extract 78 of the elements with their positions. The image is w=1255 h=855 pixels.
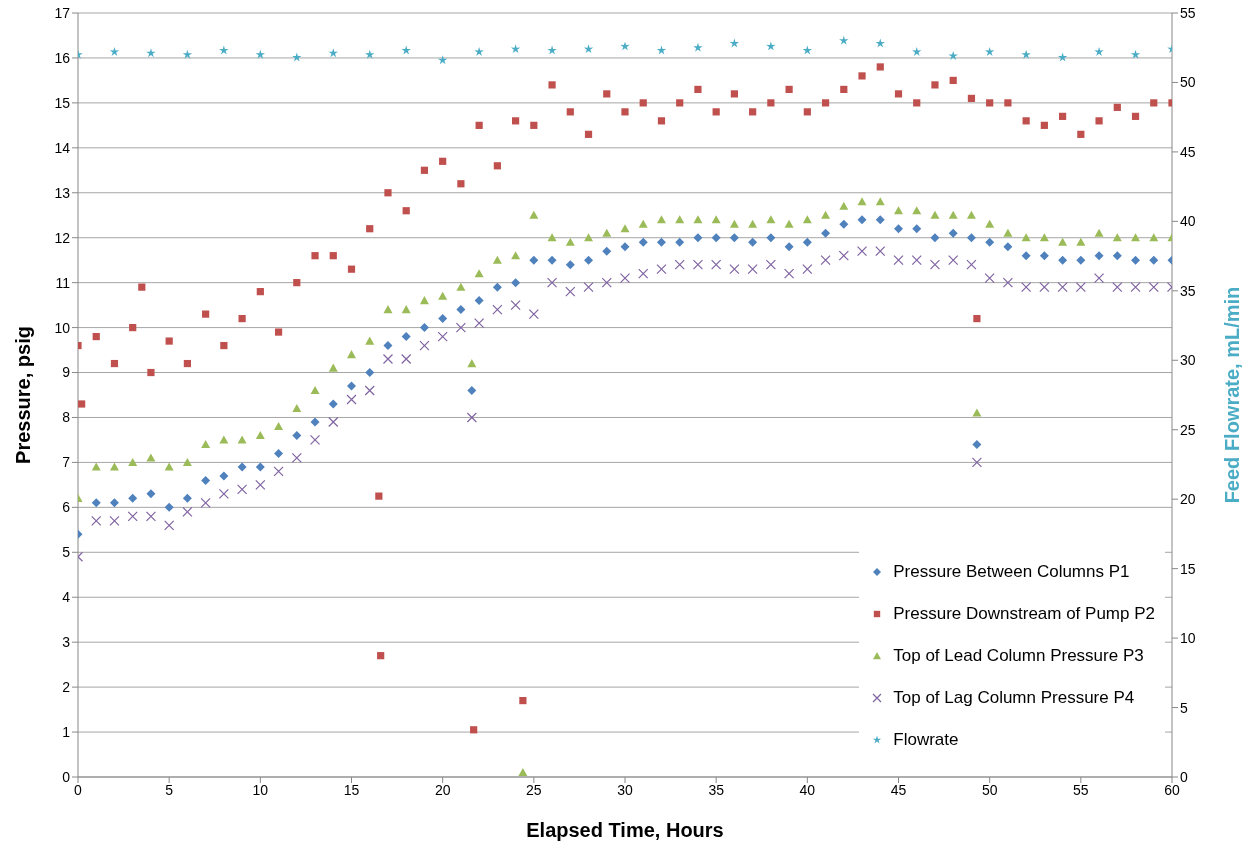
x-tick-label: 60 [1164, 781, 1180, 798]
point [1057, 52, 1068, 62]
y-tick-label: 2 [62, 679, 71, 696]
y2-tick-label: 45 [1180, 143, 1196, 160]
legend-label: Pressure Downstream of Pump P2 [893, 604, 1155, 624]
point [875, 38, 885, 48]
point [1094, 46, 1104, 56]
x-tick-label: 10 [252, 781, 269, 798]
point [1130, 49, 1141, 59]
y-tick-label: 8 [62, 409, 71, 426]
y2-tick-label: 50 [1180, 74, 1196, 91]
point [437, 55, 448, 65]
point [620, 41, 630, 51]
y-tick-label: 7 [62, 454, 71, 471]
y2-tick-label: 15 [1180, 560, 1196, 577]
x-tick-label: 35 [708, 781, 725, 798]
x-tick-label: 30 [617, 781, 633, 798]
x-tick-label: 20 [434, 781, 451, 798]
point [729, 38, 740, 48]
y-tick-label: 1 [62, 724, 71, 741]
point [693, 42, 703, 52]
y-tick-label: 4 [62, 589, 71, 606]
y-tick-label: 3 [62, 634, 71, 651]
y-tick-label: 17 [54, 4, 71, 21]
y-tick-label: 5 [62, 544, 71, 561]
y-tick-label: 6 [62, 499, 71, 516]
y2-tick-label: 30 [1180, 352, 1196, 369]
point [948, 51, 958, 61]
x-tick-label: 55 [1073, 781, 1089, 798]
y-tick-label: 0 [62, 768, 71, 785]
y-tick-label: 10 [54, 319, 71, 336]
y2-tick-label: 0 [1180, 768, 1188, 785]
y-tick-label: 13 [54, 184, 71, 201]
y2-tick-label: 55 [1180, 4, 1196, 21]
point [182, 49, 193, 59]
point [255, 49, 266, 59]
y2-tick-label: 10 [1180, 630, 1196, 647]
y-tick-label: 12 [54, 229, 71, 246]
y2-tick-label: 35 [1180, 282, 1196, 299]
point [839, 35, 849, 45]
point [802, 45, 813, 55]
x-tick-label: 45 [890, 781, 907, 798]
point [292, 52, 302, 62]
x-tick-label: 40 [799, 781, 816, 798]
point [984, 46, 995, 56]
legend-label: Top of Lag Column Pressure P4 [893, 688, 1135, 708]
legend-label: Top of Lead Column Pressure P3 [893, 646, 1144, 666]
point [510, 44, 521, 54]
y-tick-label: 14 [54, 139, 71, 156]
x-tick-label: 50 [981, 781, 998, 798]
legend-label: Flowrate [893, 730, 959, 750]
point [1021, 49, 1031, 59]
point [146, 48, 156, 58]
point [365, 49, 375, 59]
legend-label: Pressure Between Columns P1 [893, 562, 1130, 582]
point [219, 45, 229, 55]
point [912, 46, 922, 56]
y-tick-label: 15 [54, 94, 71, 111]
x-tick-label: 15 [343, 781, 360, 798]
y-tick-label: 16 [54, 49, 71, 66]
x-tick-label: 5 [165, 781, 174, 798]
y2-tick-label: 25 [1180, 421, 1196, 438]
point [109, 46, 120, 56]
y2-tick-label: 5 [1180, 699, 1188, 716]
y-axis-title: Pressure, psig [12, 326, 35, 464]
point [547, 45, 557, 55]
x-tick-label: 25 [526, 781, 542, 798]
y-tick-label: 11 [55, 274, 71, 291]
x-tick-label: 0 [74, 781, 83, 798]
y-tick-label: 9 [62, 364, 71, 381]
point [328, 48, 338, 58]
y2-tick-label: 40 [1180, 213, 1196, 230]
y2-tick-label: 20 [1180, 491, 1196, 508]
point [401, 45, 411, 55]
point [474, 46, 484, 56]
y2-axis-title: Feed Flowrate, mL/min [1221, 286, 1244, 504]
x-axis-title: Elapsed Time, Hours [526, 819, 724, 841]
point [656, 45, 667, 55]
